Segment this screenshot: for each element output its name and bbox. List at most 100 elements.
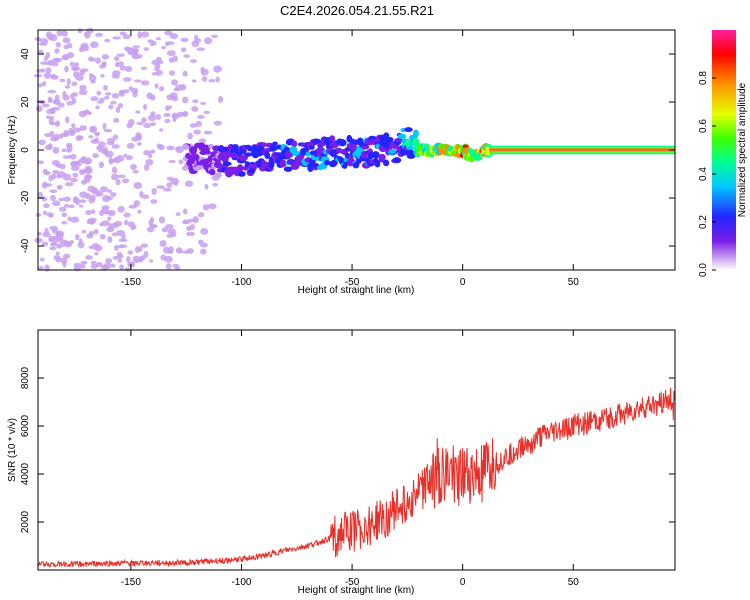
noise-speckle: [208, 79, 216, 83]
noise-speckle: [70, 65, 80, 72]
noise-speckle: [78, 204, 84, 208]
noise-speckle: [161, 227, 169, 233]
noise-speckle: [193, 129, 201, 135]
noise-speckle: [44, 61, 53, 66]
noise-speckle: [79, 84, 87, 91]
noise-speckle: [140, 66, 148, 71]
noise-speckle: [52, 146, 60, 154]
noise-speckle: [141, 117, 147, 123]
trace-blob: [207, 155, 213, 163]
noise-speckle: [149, 224, 157, 229]
noise-speckle: [110, 263, 116, 268]
noise-speckle: [121, 89, 130, 94]
noise-speckle: [107, 216, 112, 221]
noise-speckle: [40, 100, 46, 105]
noise-speckle: [79, 191, 88, 198]
noise-speckle: [138, 256, 144, 263]
noise-speckle: [42, 103, 50, 108]
noise-speckle: [52, 200, 61, 207]
noise-speckle: [116, 53, 126, 57]
noise-speckle: [126, 142, 135, 149]
noise-speckle: [169, 33, 179, 40]
noise-speckle: [133, 55, 141, 60]
noise-speckle: [164, 224, 174, 229]
noise-speckle: [162, 187, 172, 192]
noise-speckle: [159, 128, 164, 132]
trace-blob: [238, 171, 246, 177]
noise-speckle: [103, 84, 108, 91]
noise-speckle: [49, 225, 59, 231]
noise-speckle: [38, 42, 48, 46]
noise-speckle: [215, 76, 220, 83]
noise-speckle: [73, 263, 82, 267]
trace-blob: [194, 165, 204, 170]
noise-speckle: [113, 244, 119, 252]
noise-speckle: [61, 30, 69, 37]
noise-speckle: [155, 113, 162, 120]
noise-speckle: [140, 31, 150, 38]
trace-blob: [328, 135, 336, 142]
noise-speckle: [38, 49, 44, 55]
noise-speckle: [192, 99, 199, 104]
trace-blob: [407, 145, 414, 152]
noise-speckle: [45, 115, 51, 119]
trace-blob: [277, 154, 285, 160]
trace-blob: [239, 148, 247, 154]
noise-speckle: [70, 160, 78, 168]
noise-speckle: [149, 42, 155, 47]
noise-speckle: [141, 194, 150, 199]
noise-speckle: [166, 233, 173, 239]
noise-speckle: [57, 102, 65, 108]
noise-speckle: [149, 259, 154, 263]
noise-speckle: [111, 92, 120, 99]
noise-speckle: [60, 257, 68, 264]
noise-speckle: [197, 239, 204, 245]
noise-speckle: [86, 219, 91, 225]
spectrogram-trace: [181, 127, 675, 178]
noise-speckle: [175, 212, 181, 217]
noise-speckle: [48, 130, 55, 138]
noise-speckle: [189, 123, 198, 128]
noise-speckle: [59, 78, 66, 83]
noise-speckle: [110, 100, 117, 105]
noise-speckle: [157, 144, 165, 151]
noise-speckle: [135, 110, 141, 114]
noise-speckle: [101, 54, 110, 60]
noise-speckle: [213, 65, 223, 73]
noise-speckle: [95, 32, 104, 37]
noise-speckle: [165, 263, 172, 270]
x-tick-label: 0: [460, 277, 466, 288]
noise-speckle: [85, 209, 92, 216]
noise-speckle: [103, 129, 113, 133]
noise-speckle: [168, 159, 176, 164]
noise-speckle: [181, 96, 189, 104]
noise-speckle: [126, 256, 131, 263]
noise-speckle: [198, 138, 207, 144]
noise-speckle: [64, 65, 69, 73]
noise-speckle: [88, 230, 94, 237]
noise-speckle: [171, 96, 179, 102]
noise-speckle: [107, 209, 116, 217]
noise-speckle: [94, 137, 99, 144]
trace-blob: [383, 132, 390, 139]
noise-speckle: [112, 256, 120, 260]
noise-speckle: [124, 267, 131, 272]
noise-speckle: [95, 132, 100, 137]
noise-speckle: [134, 246, 141, 253]
noise-speckle: [155, 37, 162, 41]
noise-speckle: [69, 240, 75, 245]
trace-blob: [214, 160, 222, 169]
noise-speckle: [128, 261, 136, 268]
noise-speckle: [80, 42, 89, 50]
noise-speckle: [51, 235, 59, 243]
noise-speckle: [90, 260, 97, 265]
trace-blob: [279, 159, 287, 168]
noise-speckle: [98, 161, 105, 169]
noise-speckle: [93, 228, 99, 235]
noise-speckle: [68, 204, 75, 209]
trace-blob: [244, 152, 253, 157]
noise-speckle: [78, 89, 88, 96]
noise-speckle: [125, 155, 133, 161]
noise-speckle: [178, 159, 184, 165]
